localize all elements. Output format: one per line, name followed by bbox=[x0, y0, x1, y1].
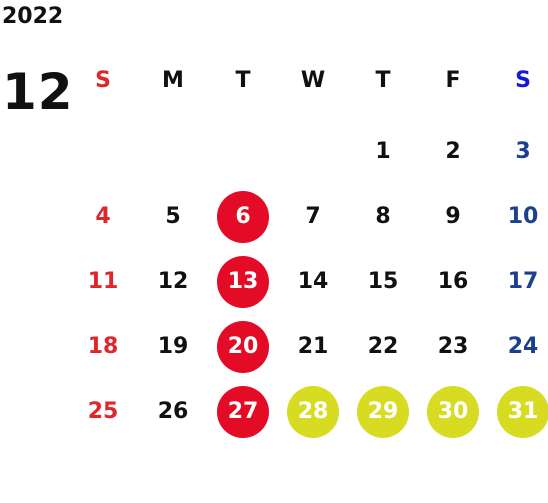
day-cell-mon[interactable]: 5 bbox=[138, 184, 208, 249]
day-cell-sun[interactable]: 18 bbox=[68, 314, 138, 379]
day-cell-fri-highlighted[interactable]: 30 bbox=[418, 379, 488, 444]
day-cell-sat[interactable]: 24 bbox=[488, 314, 548, 379]
day-number: 1 bbox=[375, 139, 391, 164]
day-cell-thu[interactable]: 1 bbox=[348, 119, 418, 184]
day-number: 22 bbox=[367, 334, 399, 359]
day-cell-mon[interactable]: 26 bbox=[138, 379, 208, 444]
day-cell-thu[interactable]: 8 bbox=[348, 184, 418, 249]
day-number: 9 bbox=[445, 204, 461, 229]
weekday-friday: F bbox=[445, 68, 461, 93]
day-number: 10 bbox=[507, 204, 539, 229]
day-cell-tue-highlighted[interactable]: 13 bbox=[208, 249, 278, 314]
day-cell-sat[interactable]: 3 bbox=[488, 119, 548, 184]
day-number: 30 bbox=[437, 399, 469, 424]
yellow-circle-marker bbox=[497, 385, 548, 438]
day-number: 15 bbox=[367, 269, 399, 294]
day-cell-thu-highlighted[interactable]: 29 bbox=[348, 379, 418, 444]
weekday-monday: M bbox=[162, 68, 184, 93]
day-cell-fri[interactable]: 9 bbox=[418, 184, 488, 249]
day-cell-tue-highlighted[interactable]: 6 bbox=[208, 184, 278, 249]
red-circle-marker bbox=[217, 320, 269, 373]
day-cell-wed[interactable]: 7 bbox=[278, 184, 348, 249]
weekday-saturday: S bbox=[515, 68, 531, 93]
red-circle-marker bbox=[217, 255, 269, 308]
day-number: 28 bbox=[297, 399, 329, 424]
day-number: 3 bbox=[515, 139, 531, 164]
day-number: 23 bbox=[437, 334, 469, 359]
red-circle-marker bbox=[217, 190, 269, 243]
day-number: 13 bbox=[227, 269, 259, 294]
day-cell-sat[interactable]: 10 bbox=[488, 184, 548, 249]
day-number: 21 bbox=[297, 334, 329, 359]
day-cell-sun[interactable]: 4 bbox=[68, 184, 138, 249]
yellow-circle-marker bbox=[357, 385, 409, 438]
day-cell-mon[interactable]: 19 bbox=[138, 314, 208, 379]
day-cell-fri[interactable]: 2 bbox=[418, 119, 488, 184]
day-number: 20 bbox=[227, 334, 259, 359]
month-label: 12 bbox=[2, 63, 74, 121]
day-number: 27 bbox=[227, 399, 259, 424]
day-cell-wed[interactable]: 14 bbox=[278, 249, 348, 314]
red-circle-marker bbox=[217, 385, 269, 438]
day-number: 2 bbox=[445, 139, 461, 164]
day-number: 31 bbox=[507, 399, 539, 424]
day-number: 7 bbox=[305, 204, 321, 229]
yellow-circle-marker bbox=[287, 385, 339, 438]
day-cell-fri[interactable]: 16 bbox=[418, 249, 488, 314]
calendar-grid: S M T W T F S 1 2 3 4 5 6 7 8 9 10 11 12… bbox=[68, 48, 548, 503]
day-cell-sat-highlighted[interactable]: 31 bbox=[488, 379, 548, 444]
day-number: 4 bbox=[95, 204, 111, 229]
day-number: 19 bbox=[157, 334, 189, 359]
yellow-circle-marker bbox=[427, 385, 479, 438]
day-cell-fri[interactable]: 23 bbox=[418, 314, 488, 379]
day-number: 16 bbox=[437, 269, 469, 294]
day-cell-mon[interactable]: 12 bbox=[138, 249, 208, 314]
weekday-wednesday: W bbox=[300, 68, 326, 93]
day-number: 18 bbox=[87, 334, 119, 359]
day-number: 25 bbox=[87, 399, 119, 424]
day-cell-wed-highlighted[interactable]: 28 bbox=[278, 379, 348, 444]
weekday-tuesday: T bbox=[235, 68, 251, 93]
day-number: 24 bbox=[507, 334, 539, 359]
day-number: 5 bbox=[165, 204, 181, 229]
year-label: 2022 bbox=[2, 4, 64, 29]
weekday-thursday: T bbox=[375, 68, 391, 93]
day-number: 8 bbox=[375, 204, 391, 229]
day-number: 14 bbox=[297, 269, 329, 294]
day-cell-sat[interactable]: 17 bbox=[488, 249, 548, 314]
day-cell-thu[interactable]: 22 bbox=[348, 314, 418, 379]
day-cell-thu[interactable]: 15 bbox=[348, 249, 418, 314]
day-number: 6 bbox=[235, 204, 251, 229]
day-number: 29 bbox=[367, 399, 399, 424]
day-cell-sun[interactable]: 25 bbox=[68, 379, 138, 444]
weekday-sunday: S bbox=[95, 68, 111, 93]
day-cell-tue-highlighted[interactable]: 20 bbox=[208, 314, 278, 379]
day-cell-sun[interactable]: 11 bbox=[68, 249, 138, 314]
day-number: 26 bbox=[157, 399, 189, 424]
day-cell-tue-highlighted[interactable]: 27 bbox=[208, 379, 278, 444]
day-number: 17 bbox=[507, 269, 539, 294]
day-cell-wed[interactable]: 21 bbox=[278, 314, 348, 379]
day-number: 11 bbox=[87, 269, 119, 294]
day-number: 12 bbox=[157, 269, 189, 294]
